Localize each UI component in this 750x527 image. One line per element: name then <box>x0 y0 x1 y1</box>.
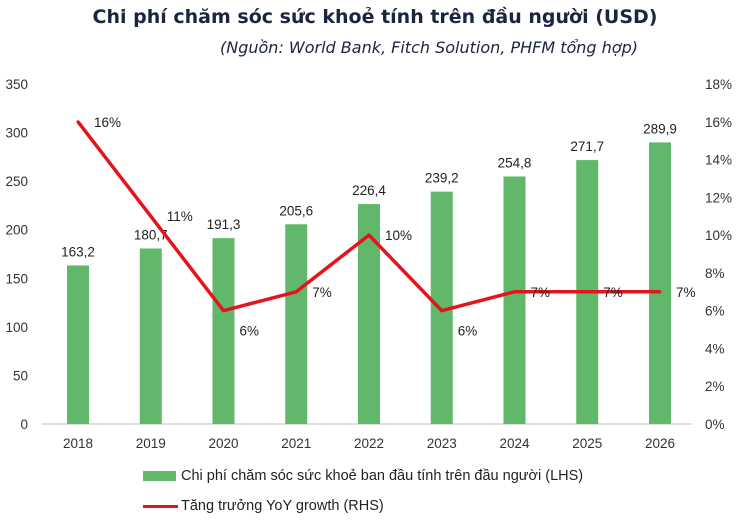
bar-data-label: 226,4 <box>352 183 386 198</box>
x-tick-label: 2019 <box>136 436 166 451</box>
bar-data-label: 289,9 <box>643 121 677 136</box>
growth-point <box>658 290 662 294</box>
y-left-tick-label: 250 <box>5 174 28 189</box>
bar <box>139 248 162 424</box>
x-tick-label: 2021 <box>281 436 311 451</box>
growth-data-label: 16% <box>94 115 121 130</box>
bar <box>430 191 453 424</box>
growth-point <box>76 120 80 124</box>
bar <box>649 142 671 424</box>
bar <box>285 224 308 424</box>
legend-item-line: Tăng trưởng YoY growth (RHS) <box>143 498 384 514</box>
legend-label-line: Tăng trưởng YoY growth (RHS) <box>181 498 384 514</box>
chart-title: Chi phí chăm sóc sức khoẻ tính trên đầu … <box>92 6 658 28</box>
growth-data-label: 6% <box>458 324 478 339</box>
bar-data-label: 205,6 <box>279 203 313 218</box>
growth-data-label: 7% <box>531 285 551 300</box>
bar-data-label: 254,8 <box>498 155 532 170</box>
y-right-tick-label: 14% <box>705 153 732 168</box>
y-right-tick-label: 10% <box>705 228 732 243</box>
x-tick-label: 2025 <box>572 436 602 451</box>
legend-swatch-bar <box>143 471 176 481</box>
growth-data-label: 7% <box>603 285 623 300</box>
y-right-tick-label: 4% <box>705 341 725 356</box>
x-tick-label: 2023 <box>427 436 457 451</box>
y-left-tick-label: 350 <box>5 77 28 92</box>
growth-data-label: 7% <box>676 285 696 300</box>
y-left-tick-label: 300 <box>5 126 28 141</box>
bar <box>358 204 380 424</box>
growth-point <box>440 309 444 313</box>
chart-area: 0 50 100 150 200 250 300 350 0% 2% 4% 6% 8% 10% 12% 14%… <box>5 77 732 451</box>
bar <box>212 238 235 424</box>
growth-point <box>367 233 371 237</box>
y-left-tick-label: 0 <box>20 417 28 432</box>
growth-data-label: 10% <box>385 228 412 243</box>
growth-data-label: 7% <box>312 285 332 300</box>
bar-data-label: 239,2 <box>425 171 459 186</box>
y-right-tick-label: 18% <box>705 77 732 92</box>
growth-point <box>585 290 589 294</box>
bar-data-label: 271,7 <box>570 139 604 154</box>
bar <box>67 265 89 424</box>
growth-point <box>294 290 298 294</box>
y-right-tick-label: 0% <box>705 417 725 432</box>
y-left-tick-label: 50 <box>13 368 28 383</box>
growth-data-label: 6% <box>240 324 260 339</box>
bar-data-label: 180,7 <box>134 227 168 242</box>
chart-subtitle: (Nguồn: World Bank, Fitch Solution, PHFM… <box>220 38 638 57</box>
x-tick-label: 2024 <box>499 436 530 451</box>
x-tick-label: 2018 <box>63 436 93 451</box>
legend-item-bars: Chi phí chăm sóc sức khoẻ ban đầu tính t… <box>143 468 583 484</box>
growth-data-label: 11% <box>167 209 193 224</box>
growth-point <box>222 309 225 313</box>
y-left-tick-label: 200 <box>5 223 28 238</box>
y-left-tick-label: 150 <box>5 271 28 286</box>
legend-label-bars: Chi phí chăm sóc sức khoẻ ban đầu tính t… <box>181 468 584 484</box>
bar-data-label: 163,2 <box>61 244 95 259</box>
bar <box>503 176 526 424</box>
y-right-tick-label: 16% <box>705 115 732 130</box>
y-right-tick-label: 2% <box>705 379 725 394</box>
y-right-tick-label: 8% <box>705 266 725 281</box>
bar-data-label: 191,3 <box>207 217 241 232</box>
x-tick-label: 2026 <box>645 436 675 451</box>
x-tick-label: 2020 <box>208 436 238 451</box>
y-right-tick-label: 12% <box>705 190 732 205</box>
legend-swatch-line <box>143 504 178 508</box>
y-left-tick-label: 100 <box>5 320 28 335</box>
growth-point <box>149 214 153 218</box>
y-right-tick-label: 6% <box>705 304 725 319</box>
growth-point <box>513 290 516 294</box>
x-tick-label: 2022 <box>354 436 384 451</box>
